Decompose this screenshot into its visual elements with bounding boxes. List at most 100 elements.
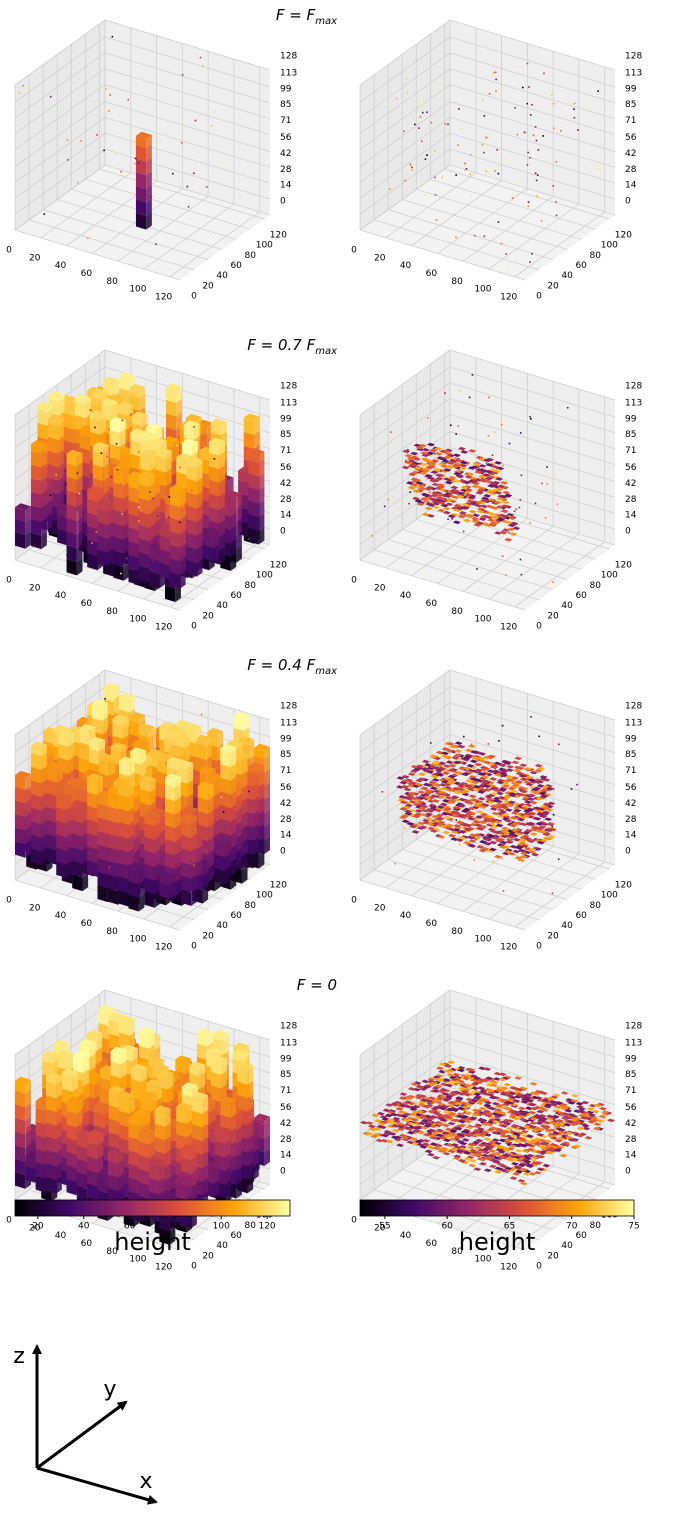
y-tick-label: 40 (561, 271, 573, 281)
voxel-speck (245, 448, 247, 450)
voxel-speck (519, 507, 521, 509)
z-tick-label: 42 (280, 799, 291, 809)
z-tick-label: 28 (625, 165, 637, 175)
voxel-speck (138, 575, 140, 577)
voxel-speck (149, 491, 151, 493)
voxel-speck (410, 164, 412, 166)
voxel-speck (80, 140, 82, 142)
voxel-speck (434, 150, 436, 152)
z-tick-label: 85 (280, 750, 291, 760)
z-tick-label: 56 (625, 463, 637, 473)
voxel-speck (552, 581, 554, 583)
voxel-speck (172, 173, 174, 175)
z-tick-label: 99 (280, 84, 292, 94)
x-tick-label: 20 (29, 583, 41, 593)
voxel-speck (112, 167, 114, 169)
voxel-speck (553, 103, 555, 105)
y-tick-label: 60 (230, 591, 242, 601)
voxel-speck (414, 124, 416, 126)
title-subscript: max (315, 346, 337, 357)
z-tick-label: 28 (280, 815, 292, 825)
voxel-speck (551, 94, 553, 96)
voxel-speck (152, 560, 154, 562)
voxel-speck (43, 213, 45, 215)
voxel-speck (556, 215, 558, 217)
x-tick-label: 40 (55, 911, 67, 921)
axes-3d: 0204060801001200204060801001200142842567… (6, 350, 297, 632)
voxel-speck (470, 196, 472, 198)
title-subscript: max (315, 16, 337, 27)
x-tick-label: 60 (426, 599, 438, 609)
y-tick-label: 60 (575, 261, 587, 271)
z-tick-label: 14 (625, 511, 637, 521)
voxel-speck (19, 92, 21, 94)
voxel-speck (520, 432, 522, 434)
x-tick-label: 100 (129, 615, 146, 625)
voxel-speck (517, 134, 519, 136)
y-tick-label: 40 (216, 271, 228, 281)
z-tick-label: 14 (625, 181, 637, 191)
voxel-speck (527, 103, 529, 105)
x-tick-label: 100 (129, 285, 146, 295)
voxel-speck (436, 219, 438, 221)
voxel-speck (138, 507, 140, 509)
x-tick-label: 40 (400, 261, 412, 271)
z-tick-label: 0 (625, 197, 631, 207)
voxel-speck (422, 112, 424, 114)
voxel-speck (533, 135, 535, 137)
voxel-speck (536, 140, 538, 142)
voxel-speck (96, 531, 98, 533)
voxel-speck (55, 474, 57, 476)
z-tick-label: 14 (280, 181, 292, 191)
voxel-speck (176, 445, 178, 447)
z-tick-label: 85 (280, 430, 291, 440)
voxel-speck (531, 104, 533, 106)
voxel-speck (529, 522, 531, 524)
y-tick-label: 0 (191, 292, 197, 302)
voxel-speck (100, 413, 102, 415)
voxel-speck (138, 520, 140, 522)
x-tick-label: 20 (29, 253, 41, 263)
voxel-speck (553, 128, 555, 130)
z-tick-label: 85 (280, 100, 291, 110)
voxel-speck (483, 152, 485, 154)
y-tick-label: 40 (216, 921, 228, 931)
voxel-speck (134, 163, 136, 165)
voxel-speck (482, 99, 484, 101)
voxel-speck (466, 168, 468, 170)
voxel-speck (484, 115, 486, 117)
voxel-speck (436, 84, 438, 86)
voxel-speck (441, 177, 443, 179)
z-tick-label: 128 (625, 382, 642, 392)
voxel-speck (527, 152, 529, 154)
y-tick-label: 80 (590, 581, 602, 591)
voxel-speck (182, 505, 184, 507)
y-tick-label: 0 (536, 622, 542, 632)
voxel-speck (486, 462, 488, 464)
voxel-speck (214, 111, 216, 113)
title-text: F = 0.4 F (247, 656, 315, 674)
voxel-speck (541, 483, 543, 485)
voxel-speck (472, 374, 474, 376)
voxel-speck (181, 510, 183, 512)
z-tick-label: 128 (625, 52, 642, 62)
voxel-speck (460, 128, 462, 130)
voxel-speck (411, 166, 413, 168)
y-tick-label: 100 (256, 571, 273, 581)
voxel-speck (424, 183, 426, 185)
voxel-speck (574, 117, 576, 119)
voxel-speck (206, 186, 208, 188)
title-text: F = F (276, 6, 316, 24)
voxel-speck (496, 149, 498, 151)
voxel-speck (489, 93, 491, 95)
voxel-speck (121, 513, 123, 515)
voxel-speck (465, 522, 467, 524)
x-tick-label: 80 (451, 607, 463, 617)
y-tick-label: 120 (615, 231, 632, 241)
y-tick-label: 20 (202, 281, 214, 291)
voxel-speck (411, 169, 413, 171)
z-tick-label: 99 (280, 414, 292, 424)
x-tick-label: 80 (106, 277, 118, 287)
voxel-speck (425, 158, 427, 160)
voxel-speck (542, 135, 544, 137)
